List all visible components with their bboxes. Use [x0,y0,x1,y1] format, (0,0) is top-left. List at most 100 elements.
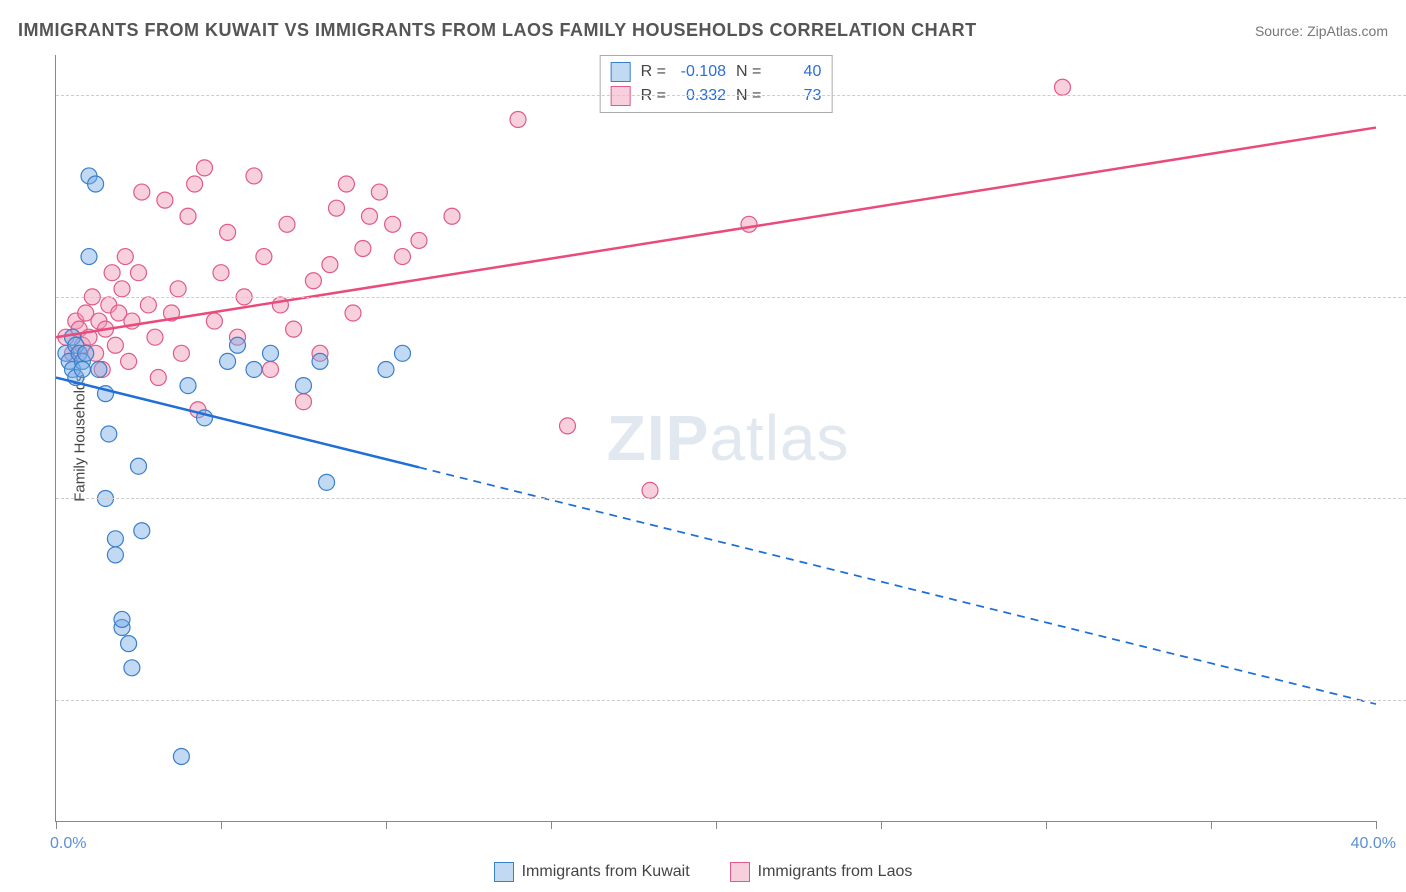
legend-swatch-laos [730,862,750,882]
trend-line [56,378,419,468]
scatter-point [220,353,236,369]
scatter-point [180,208,196,224]
scatter-point [395,249,411,265]
scatter-point [121,636,137,652]
scatter-point [114,281,130,297]
scatter-point [104,265,120,281]
gridline [56,498,1406,499]
scatter-point [444,208,460,224]
scatter-point [329,200,345,216]
scatter-point [180,378,196,394]
legend-swatch-kuwait [611,62,631,82]
gridline [56,700,1406,701]
stats-row-kuwait: R = -0.108 N = 40 [611,60,822,84]
scatter-point [91,361,107,377]
scatter-point [107,547,123,563]
n-label: N = [736,63,761,81]
scatter-point [319,474,335,490]
scatter-point [371,184,387,200]
scatter-point [263,361,279,377]
x-tick [881,821,882,829]
scatter-point [246,168,262,184]
scatter-point [124,660,140,676]
legend-item-kuwait: Immigrants from Kuwait [494,862,690,882]
scatter-point [170,281,186,297]
plot-area: Family Households ZIPatlas R = -0.108 N … [55,55,1376,822]
scatter-point [411,232,427,248]
scatter-point [173,748,189,764]
x-tick [551,821,552,829]
scatter-point [338,176,354,192]
scatter-point [296,394,312,410]
scatter-point [81,249,97,265]
scatter-point [107,337,123,353]
scatter-point [378,361,394,377]
scatter-point [272,297,288,313]
scatter-point [312,353,328,369]
x-axis-max-label: 40.0% [1351,835,1396,853]
scatter-point [355,241,371,257]
scatter-point [147,329,163,345]
scatter-point [114,611,130,627]
bottom-legend: Immigrants from Kuwait Immigrants from L… [0,862,1406,882]
scatter-point [286,321,302,337]
scatter-point [642,482,658,498]
y-tick-label: 25.0% [1386,691,1406,709]
scatter-point [187,176,203,192]
source-label: Source: ZipAtlas.com [1255,23,1388,39]
x-tick [716,821,717,829]
legend-swatch-kuwait [494,862,514,882]
scatter-point [173,345,189,361]
y-tick-label: 100.0% [1386,86,1406,104]
gridline [56,297,1406,298]
title-bar: IMMIGRANTS FROM KUWAIT VS IMMIGRANTS FRO… [18,20,1388,41]
y-tick-label: 75.0% [1386,288,1406,306]
scatter-point [121,353,137,369]
scatter-point [1055,79,1071,95]
scatter-point [213,265,229,281]
x-tick [1376,821,1377,829]
scatter-point [296,378,312,394]
scatter-point [230,337,246,353]
scatter-point [263,345,279,361]
scatter-point [385,216,401,232]
scatter-point [560,418,576,434]
y-tick-label: 50.0% [1386,489,1406,507]
scatter-point [134,184,150,200]
n-value-kuwait: 40 [771,63,821,81]
scatter-point [246,361,262,377]
gridline [56,95,1406,96]
scatter-point [134,523,150,539]
r-label: R = [641,63,666,81]
scatter-point [741,216,757,232]
chart-title: IMMIGRANTS FROM KUWAIT VS IMMIGRANTS FRO… [18,20,977,41]
scatter-point [107,531,123,547]
scatter-point [131,458,147,474]
chart-svg [56,55,1376,821]
x-tick [386,821,387,829]
r-value-kuwait: -0.108 [676,63,726,81]
scatter-point [395,345,411,361]
scatter-point [78,345,94,361]
stats-legend-box: R = -0.108 N = 40 R = 0.332 N = 73 [600,55,833,113]
scatter-point [117,249,133,265]
x-tick [56,821,57,829]
scatter-point [256,249,272,265]
scatter-point [345,305,361,321]
scatter-point [510,112,526,128]
scatter-point [305,273,321,289]
x-axis-min-label: 0.0% [50,835,86,853]
x-tick [1046,821,1047,829]
scatter-point [220,224,236,240]
trend-line-extrapolated [419,467,1376,704]
scatter-point [197,160,213,176]
x-tick [221,821,222,829]
legend-item-laos: Immigrants from Laos [730,862,913,882]
scatter-point [140,297,156,313]
legend-label-kuwait: Immigrants from Kuwait [522,863,690,881]
scatter-point [206,313,222,329]
scatter-point [88,176,104,192]
scatter-point [74,361,90,377]
scatter-point [131,265,147,281]
scatter-point [150,370,166,386]
